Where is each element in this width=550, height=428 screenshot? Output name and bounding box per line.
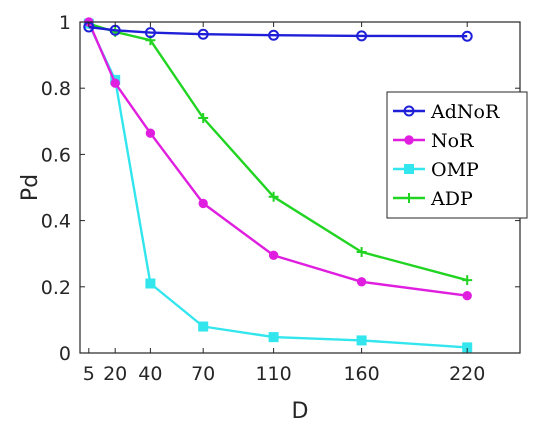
data-point-adnor (268, 29, 280, 41)
data-point-adnor (461, 30, 473, 42)
y-tick-label: 1 (59, 12, 71, 34)
y-tick-label: 0.6 (41, 144, 71, 166)
x-tick-label: 160 (343, 363, 379, 385)
legend-marker (404, 193, 414, 203)
data-point-adp (356, 247, 367, 258)
legend-label: ADP (430, 188, 473, 210)
y-tick-label: 0.4 (41, 211, 71, 233)
x-tick-label: 40 (138, 363, 162, 385)
legend-marker (404, 135, 414, 145)
legend-label: NoR (431, 130, 474, 152)
legend: AdNoR NoR OMP ADP (386, 91, 528, 219)
x-tick-label: 5 (83, 363, 95, 385)
legend-label: OMP (431, 159, 479, 181)
x-tick-label: 110 (255, 363, 291, 385)
legend-entry-adp: ADP (393, 188, 473, 210)
legend-marker (404, 164, 414, 174)
x-tick-label: 220 (449, 363, 485, 385)
data-point-nor (110, 78, 120, 88)
plot-area (83, 17, 473, 353)
data-point-adnor (356, 30, 368, 42)
x-tick-label: 20 (103, 363, 127, 385)
legend-entry-adnor: AdNoR (393, 101, 500, 123)
data-point-adp (462, 275, 473, 286)
legend-entry-omp: OMP (393, 159, 479, 181)
data-point-omp (198, 321, 209, 332)
y-tick-label: 0.2 (41, 277, 71, 299)
legend-entry-nor: NoR (393, 130, 474, 152)
data-point-adp (198, 112, 209, 123)
x-tick-label: 70 (191, 363, 215, 385)
y-axis-label: Pd (18, 174, 43, 201)
data-point-nor (145, 128, 156, 138)
legend-marker (403, 105, 415, 117)
series-line-adnor (88, 25, 468, 38)
y-tick-label: 0 (59, 343, 71, 365)
data-point-adnor (197, 28, 209, 40)
data-point-nor (462, 291, 472, 301)
x-axis-label: D (292, 399, 309, 424)
data-point-omp (268, 332, 279, 343)
series-adnor (83, 21, 473, 42)
data-point-nor (356, 277, 367, 287)
data-point-nor (268, 250, 279, 261)
data-point-omp (145, 278, 156, 289)
data-point-omp (356, 335, 367, 346)
legend-label: AdNoR (430, 101, 500, 123)
data-point-nor (198, 198, 208, 209)
data-point-adp (268, 191, 279, 202)
data-point-adnor (144, 27, 156, 39)
series-adp (83, 18, 473, 286)
y-tick-label: 0.8 (41, 78, 71, 100)
